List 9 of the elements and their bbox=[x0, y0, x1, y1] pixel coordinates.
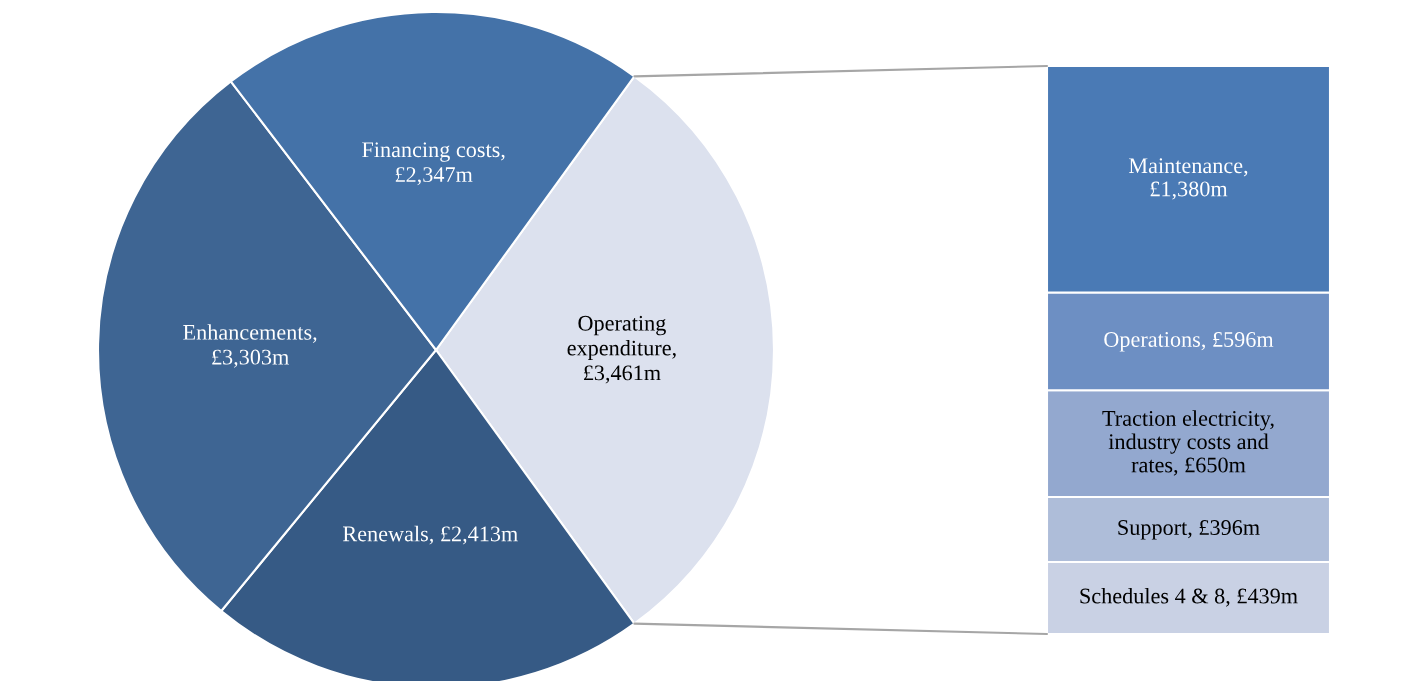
data-label: Traction electricity, industry costs and rates, £650m bbox=[1102, 410, 1274, 476]
data-label: Operating expenditure, £3,461m bbox=[567, 315, 676, 384]
data-label: Renewals, £2,413m bbox=[343, 525, 518, 545]
data-label: Maintenance, £1,380m bbox=[1128, 158, 1248, 200]
data-label: Schedules 4 & 8, £439m bbox=[1080, 587, 1298, 607]
data-label: Enhancements, £3,303m bbox=[183, 324, 317, 368]
data-label: Support, £396m bbox=[1118, 520, 1260, 540]
data-label: Financing costs, £2,347m bbox=[362, 142, 505, 186]
data-label: Operations, £596m bbox=[1104, 332, 1274, 352]
